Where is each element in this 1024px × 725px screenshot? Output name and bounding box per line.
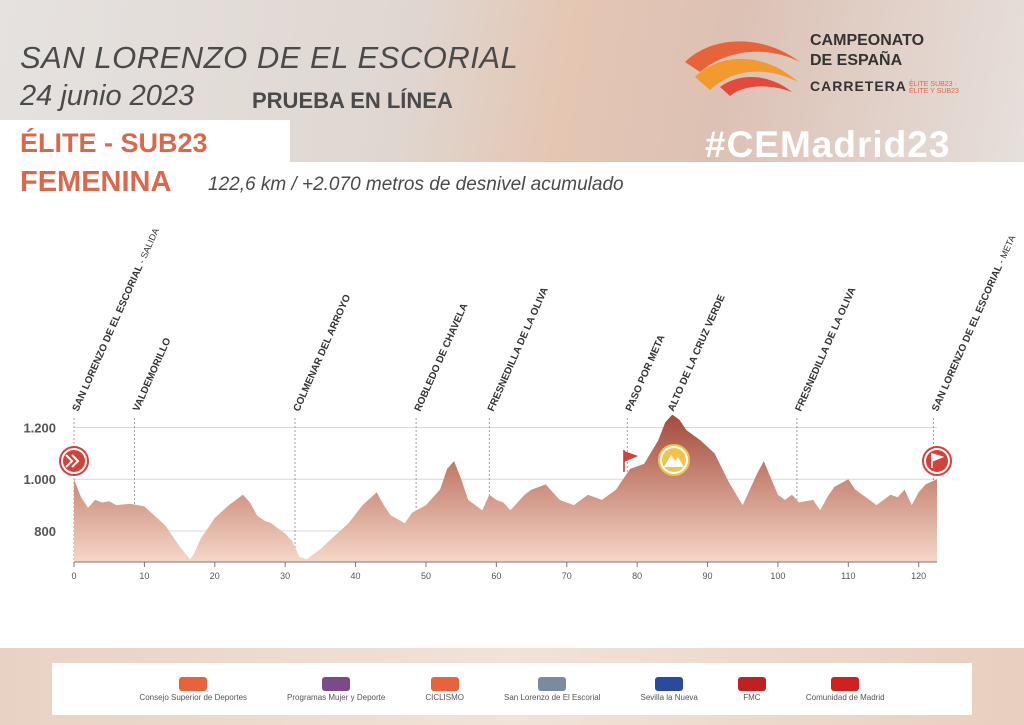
x-tick-label: 70	[562, 571, 572, 581]
sponsor-name: Sevilla la Nueva	[640, 692, 698, 702]
category-line-1: ÉLITE - SUB23	[20, 128, 208, 158]
elevation-profile-area	[74, 414, 937, 562]
fmc-logo: FMC	[737, 676, 766, 702]
sponsor-mark	[831, 676, 860, 691]
race-date: 24 junio 2023	[20, 80, 195, 112]
waypoint-label: VALDEMORILLO	[131, 336, 173, 413]
sponsor-name: Programas Mujer y Deporte	[287, 692, 386, 702]
start-icon	[59, 446, 89, 476]
csd-logo: Consejo Superior de Deportes	[139, 676, 248, 702]
waypoint-label: ALTO DE LA CRUZ VERDE	[666, 293, 728, 413]
madrid-community-logo: Comunidad de Madrid	[805, 676, 885, 702]
x-tick-label: 90	[703, 571, 713, 581]
x-tick-label: 120	[911, 571, 926, 581]
y-tick-label: 1.200	[23, 421, 56, 436]
logo-line-2: DE ESPAÑA	[810, 52, 903, 69]
x-tick-label: 80	[632, 571, 642, 581]
logo-line-1: CAMPEONATO	[810, 32, 925, 49]
championship-swoosh-icon	[685, 41, 800, 96]
x-tick-label: 20	[210, 571, 220, 581]
hashtag: #CEMadrid23	[705, 124, 951, 165]
mountain-pass-icon	[658, 444, 690, 476]
finish-pass-flag-icon	[623, 450, 638, 472]
championship-logo: CAMPEONATO DE ESPAÑA CARRETERA ÉLITE SUB…	[680, 32, 970, 102]
waypoint-label: PASO POR META	[624, 333, 668, 413]
race-type: PRUEBA EN LÍNEA	[252, 88, 453, 113]
town-crest-logo: San Lorenzo de El Escorial	[503, 676, 601, 702]
y-tick-label: 800	[34, 524, 56, 539]
sponsor-bar: Consejo Superior de Deportes Programas Mu…	[52, 663, 972, 715]
x-tick-label: 110	[841, 571, 855, 581]
myd-logo: Programas Mujer y Deporte	[287, 676, 386, 702]
x-tick-label: 50	[421, 571, 431, 581]
sponsor-name: Consejo Superior de Deportes	[139, 692, 248, 702]
sponsor-mark	[179, 676, 208, 691]
x-tick-label: 100	[770, 571, 785, 581]
x-tick-label: 40	[351, 571, 361, 581]
race-city-title: SAN LORENZO DE EL ESCORIAL	[20, 40, 519, 75]
sponsor-mark	[655, 676, 684, 691]
y-tick-label: 1.000	[23, 472, 56, 487]
waypoint-label: FRESNEDILLA DE LA OLIVA	[794, 286, 859, 413]
sponsor-name: FMC	[743, 692, 761, 702]
logo-line-4: ÉLITE SUB23 · ÉLITE Y SUB23	[909, 81, 959, 95]
sponsor-mark	[322, 676, 351, 691]
waypoint-label: COLMENAR DEL ARROYO	[292, 293, 354, 413]
sponsor-name: CICLISMO	[425, 692, 464, 702]
category-line-2: FEMENINA	[20, 166, 172, 198]
x-tick-label: 0	[71, 571, 76, 581]
sevilla-la-nueva-logo: Sevilla la Nueva	[640, 676, 698, 702]
logo-line-3: CARRETERA	[810, 78, 907, 94]
cycling-federation-logo: CICLISMO	[425, 676, 464, 702]
x-tick-label: 30	[280, 571, 290, 581]
sponsor-mark	[737, 676, 766, 691]
sponsor-mark	[538, 676, 567, 691]
sponsor-mark	[430, 676, 459, 691]
sponsor-name: Comunidad de Madrid	[805, 692, 885, 702]
category-box	[0, 120, 290, 162]
x-tick-label: 60	[491, 571, 501, 581]
waypoint-label: ROBLEDO DE CHAVELA	[413, 302, 471, 413]
waypoint-label: FRESNEDILLA DE LA OLIVA	[486, 286, 551, 413]
x-tick-label: 10	[139, 571, 149, 581]
sponsor-name: San Lorenzo de El Escorial	[503, 692, 601, 702]
distance-info: 122,6 km / +2.070 metros de desnivel acu…	[208, 174, 624, 195]
finish-flag-icon	[922, 446, 952, 476]
waypoint-label: SAN LORENZO DE EL ESCORIAL - META	[930, 234, 1018, 414]
